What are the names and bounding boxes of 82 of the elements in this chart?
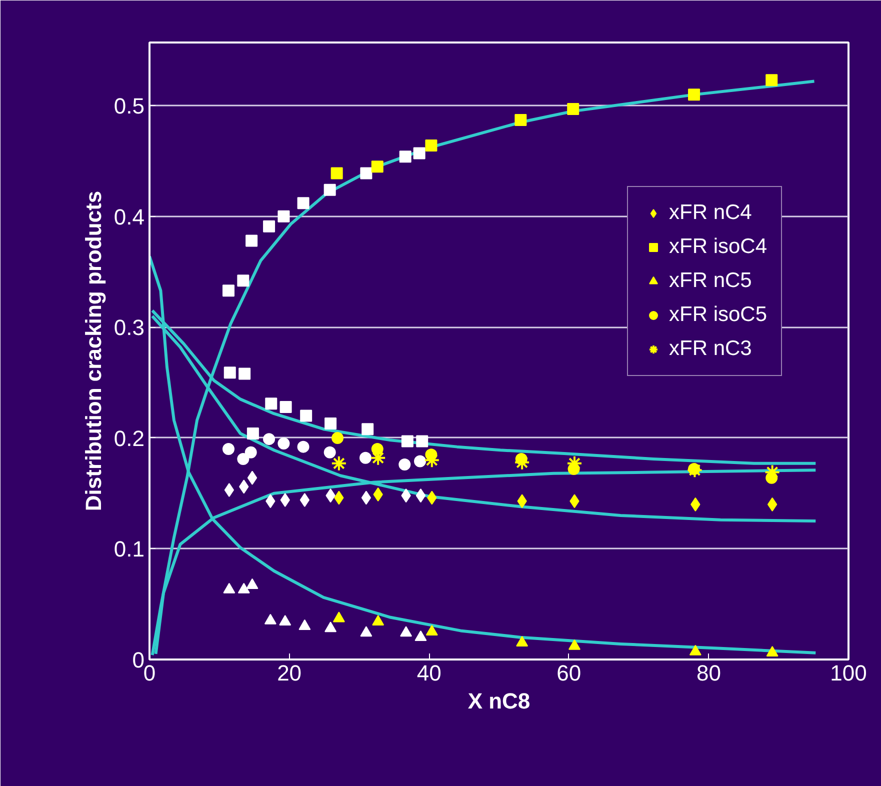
legend-label: xFR nC3	[669, 337, 752, 361]
point	[360, 167, 372, 180]
point	[222, 284, 234, 297]
x-tick-label: 40	[416, 660, 442, 686]
y-tick-label: 0.2	[114, 426, 145, 451]
y-tick-label: 0.3	[114, 315, 145, 340]
point	[414, 455, 426, 468]
point	[767, 497, 778, 512]
point	[324, 418, 337, 430]
x-tick-label: 80	[696, 660, 721, 686]
point	[330, 167, 343, 180]
point	[332, 432, 344, 444]
point	[426, 624, 438, 636]
point	[263, 220, 276, 232]
point	[361, 490, 372, 505]
legend-label: xFR nC4	[669, 201, 752, 225]
point	[280, 400, 292, 413]
point	[244, 446, 257, 458]
point	[372, 614, 384, 626]
point	[298, 619, 311, 630]
x-axis-title: X nC8	[468, 688, 530, 714]
point	[332, 612, 345, 622]
point	[371, 160, 384, 173]
point	[416, 488, 426, 503]
point	[297, 197, 310, 210]
point	[278, 210, 290, 222]
point	[360, 626, 372, 637]
point	[297, 440, 310, 453]
point	[398, 458, 411, 471]
point	[401, 435, 414, 448]
point	[568, 639, 580, 650]
point	[688, 88, 700, 101]
point	[263, 433, 276, 446]
point	[278, 438, 290, 450]
point	[324, 446, 336, 458]
point	[224, 483, 234, 498]
point	[766, 74, 778, 86]
point	[514, 114, 527, 126]
point	[247, 470, 258, 485]
point	[238, 582, 250, 594]
point	[224, 366, 236, 379]
point	[399, 150, 412, 163]
point	[237, 453, 250, 465]
point	[516, 636, 528, 647]
point	[567, 102, 580, 115]
x-tick-label: 20	[277, 660, 302, 686]
point	[425, 140, 438, 152]
point	[264, 614, 276, 624]
point	[413, 147, 426, 160]
point	[265, 398, 278, 410]
point	[689, 644, 702, 656]
point	[324, 622, 337, 632]
point	[246, 428, 259, 440]
point	[359, 452, 372, 464]
point	[246, 578, 258, 589]
point	[279, 614, 292, 626]
point	[766, 646, 778, 657]
x-tick-label: 60	[556, 660, 582, 686]
point	[246, 234, 258, 247]
point	[686, 462, 703, 478]
point	[416, 435, 428, 448]
point	[222, 443, 234, 456]
x-tick-label: 100	[830, 660, 867, 686]
y-tick-label: 0.1	[114, 536, 145, 562]
point	[237, 274, 250, 287]
point	[330, 455, 347, 472]
point	[300, 492, 310, 507]
point	[324, 184, 336, 196]
legend-label: xFR isoC5	[669, 303, 768, 327]
point	[223, 582, 236, 594]
legend-label: xFR nC5	[669, 269, 752, 293]
point	[414, 630, 427, 642]
point	[400, 626, 412, 637]
point	[238, 368, 251, 380]
point	[371, 443, 384, 456]
point	[300, 410, 312, 422]
y-axis-title: Distribution cracking products	[80, 190, 106, 512]
y-tick-label: 0.4	[114, 204, 145, 230]
y-tick-label: 0.5	[114, 94, 145, 119]
legend-label: xFR isoC4	[669, 235, 768, 259]
point	[362, 423, 374, 436]
line-series	[150, 80, 816, 657]
